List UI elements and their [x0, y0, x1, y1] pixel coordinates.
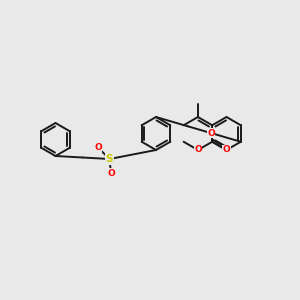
Text: O: O: [222, 146, 230, 154]
Text: O: O: [107, 169, 115, 178]
Text: O: O: [194, 146, 202, 154]
Text: O: O: [207, 129, 215, 138]
Text: S: S: [106, 154, 113, 164]
Text: O: O: [94, 143, 102, 152]
